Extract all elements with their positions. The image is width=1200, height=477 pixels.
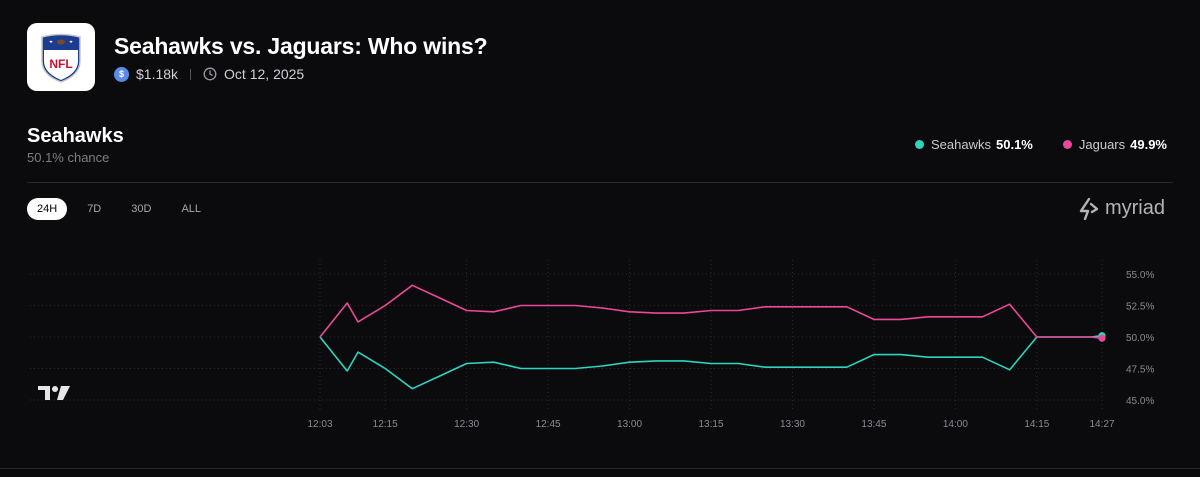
legend-value-jaguars: 49.9% xyxy=(1130,137,1167,152)
tab-30d[interactable]: 30D xyxy=(131,203,152,215)
x-tick-label: 13:30 xyxy=(780,419,805,430)
legend-label-jaguars: Jaguars xyxy=(1078,137,1126,152)
legend-item-jaguars: Jaguars 49.9% xyxy=(1062,137,1167,152)
y-tick-label: 50.0% xyxy=(1126,333,1154,344)
tab-all[interactable]: ALL xyxy=(181,203,202,215)
x-tick-label: 13:15 xyxy=(698,419,723,430)
nfl-shield-icon: NFL xyxy=(41,33,81,83)
end-date: Oct 12, 2025 xyxy=(224,66,305,82)
chart-legend: Seahawks 50.1% Jaguars 49.9% xyxy=(885,137,1167,152)
x-tick-label: 12:03 xyxy=(307,419,332,430)
y-tick-label: 55.0% xyxy=(1126,270,1154,281)
x-tick-label: 13:00 xyxy=(617,419,642,430)
x-tick-label: 14:00 xyxy=(943,419,968,430)
legend-label-seahawks: Seahawks xyxy=(931,137,991,152)
volume-value: $1.18k xyxy=(136,66,179,82)
legend-value-seahawks: 50.1% xyxy=(996,137,1033,152)
series-line-jaguars xyxy=(319,284,1103,340)
market-meta: $ $1.18k Oct 12, 2025 xyxy=(114,66,304,82)
nfl-logo: NFL xyxy=(27,23,95,91)
page-title: Seahawks vs. Jaguars: Who wins? xyxy=(114,33,488,59)
x-tick-label: 14:27 xyxy=(1089,419,1114,430)
x-tick-label: 12:15 xyxy=(373,419,398,430)
tab-7d[interactable]: 7D xyxy=(87,203,102,215)
brand-logo: myriad xyxy=(1079,197,1165,220)
x-tick-label: 12:45 xyxy=(536,419,561,430)
y-tick-label: 47.5% xyxy=(1126,365,1154,376)
legend-dot-seahawks xyxy=(915,140,925,149)
coin-icon: $ xyxy=(114,66,129,82)
brand-name: myriad xyxy=(1104,197,1165,219)
meta-divider xyxy=(190,68,192,80)
probability-chart: 55.0% 52.5% 50.0% 47.5% 45.0% 12:03 12:15 12:30… xyxy=(30,260,1154,430)
myriad-bolt-icon xyxy=(1079,197,1099,220)
time-range-tabs: 24H 7D 30D ALL xyxy=(27,198,221,220)
bottom-divider xyxy=(0,468,1200,469)
x-tick-label: 13:45 xyxy=(861,419,886,430)
legend-item-seahawks: Seahawks 50.1% xyxy=(915,137,1033,152)
section-divider xyxy=(27,182,1173,183)
series-line-seahawks xyxy=(319,334,1103,390)
tab-24h[interactable]: 24H xyxy=(27,198,68,220)
x-tick-label: 14:15 xyxy=(1024,419,1049,430)
legend-dot-jaguars xyxy=(1062,140,1072,149)
outcome-name: Seahawks xyxy=(27,125,124,147)
svg-text:NFL: NFL xyxy=(49,57,72,71)
clock-icon xyxy=(203,67,217,81)
x-tick-label: 12:30 xyxy=(454,419,479,430)
y-tick-label: 45.0% xyxy=(1126,396,1154,407)
series-endpoint-jaguars xyxy=(1098,334,1106,342)
y-tick-label: 52.5% xyxy=(1126,302,1154,313)
outcome-chance: 50.1% chance xyxy=(27,150,110,165)
tradingview-icon xyxy=(38,386,70,400)
